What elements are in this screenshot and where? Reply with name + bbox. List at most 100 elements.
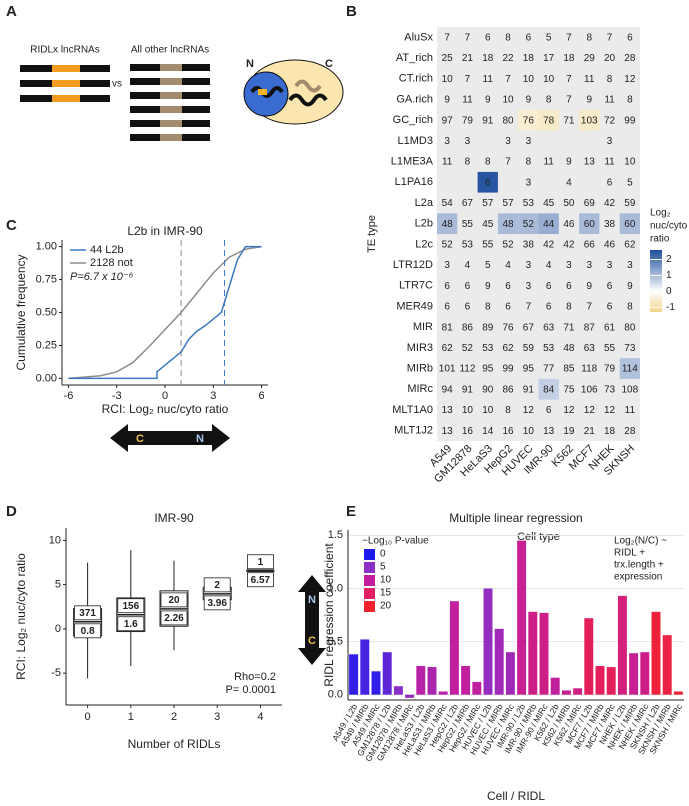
bar bbox=[640, 652, 650, 695]
bar bbox=[595, 666, 605, 695]
double-arrow bbox=[110, 424, 230, 452]
legend-label: 15 bbox=[380, 588, 392, 599]
bar bbox=[561, 690, 571, 695]
cell-count: 7 bbox=[566, 95, 572, 106]
cell-count: 3 bbox=[526, 260, 532, 271]
heatmap-cell bbox=[579, 109, 600, 131]
cell-count: 6 bbox=[627, 32, 633, 43]
cell-count: 8 bbox=[465, 157, 471, 168]
label-box bbox=[246, 554, 274, 570]
cell-count: 73 bbox=[604, 384, 616, 395]
cell-count: 45 bbox=[543, 198, 555, 209]
heatmap-cell bbox=[619, 358, 640, 379]
legend-label: 2128 not bbox=[90, 257, 133, 269]
cell-count: 7 bbox=[566, 74, 572, 85]
x-tick-label: 4 bbox=[257, 711, 263, 723]
cell-count: 48 bbox=[502, 219, 514, 230]
row-label: GA.rich bbox=[396, 93, 433, 105]
cell-count: 8 bbox=[607, 74, 613, 85]
cell-count: 95 bbox=[523, 364, 535, 375]
cell-count: 81 bbox=[442, 322, 454, 333]
heatmap-cell bbox=[437, 213, 458, 234]
box-label: 6.57 bbox=[251, 575, 271, 586]
x-tick-label: 3 bbox=[214, 711, 220, 723]
cell-count: 28 bbox=[624, 426, 636, 437]
x-tick-label: 3 bbox=[210, 390, 216, 402]
cell-count: 53 bbox=[543, 343, 555, 354]
cell-count: 78 bbox=[543, 115, 555, 126]
cell-count: 5 bbox=[485, 260, 491, 271]
cell-count: 13 bbox=[543, 426, 555, 437]
legend-swatch bbox=[364, 601, 375, 612]
cell-count: 8 bbox=[526, 157, 532, 168]
colorbar-label: 0 bbox=[666, 286, 672, 297]
ridl bbox=[258, 89, 267, 95]
cell-count: 66 bbox=[584, 239, 596, 250]
cell-count: 9 bbox=[566, 157, 572, 168]
legend-swatch bbox=[364, 562, 375, 573]
legend-title: Log₂ bbox=[650, 208, 671, 219]
cell-count: 18 bbox=[523, 53, 535, 64]
cell-count: 19 bbox=[563, 426, 575, 437]
cell-count: 87 bbox=[584, 322, 596, 333]
heatmap-cell bbox=[538, 378, 559, 400]
cell-count: 54 bbox=[442, 198, 454, 209]
legend-label: 5 bbox=[380, 562, 386, 573]
label-box bbox=[160, 592, 188, 608]
cell-count: 53 bbox=[523, 198, 535, 209]
cell-count: 7 bbox=[607, 32, 613, 43]
row-label: L1MD3 bbox=[398, 135, 433, 147]
nucleus-label: N bbox=[246, 58, 254, 70]
cell-count: 6 bbox=[566, 281, 572, 292]
row-label: LTR7C bbox=[399, 280, 433, 292]
y-tick-label: 10 bbox=[49, 534, 61, 546]
cell-count: 71 bbox=[563, 115, 575, 126]
bar bbox=[539, 612, 549, 695]
cell-count: 12 bbox=[523, 405, 535, 416]
cell-count: 10 bbox=[523, 426, 535, 437]
cell-count: 55 bbox=[482, 239, 494, 250]
y-tick-label: 0.5 bbox=[328, 635, 343, 647]
cell-count: 4 bbox=[505, 260, 511, 271]
cell-count: 9 bbox=[444, 95, 450, 106]
bar bbox=[494, 628, 504, 695]
rna bbox=[294, 79, 322, 93]
cell-count: 3 bbox=[444, 136, 450, 147]
panel-a-diagram: RIDLx lncRNAs vs All other lncRNAs N C bbox=[20, 45, 344, 141]
bar bbox=[427, 667, 437, 695]
row-label: MIR bbox=[413, 321, 433, 333]
cell-count: 12 bbox=[563, 405, 575, 416]
bar bbox=[349, 654, 359, 695]
cell-count: 71 bbox=[563, 322, 575, 333]
cell-count: 91 bbox=[523, 384, 535, 395]
cell-count: 25 bbox=[442, 53, 454, 64]
cell-count: 6 bbox=[444, 302, 450, 313]
arrow-label: N bbox=[196, 433, 204, 445]
cell-count: 118 bbox=[581, 364, 597, 375]
panel-letter: D bbox=[6, 503, 17, 520]
bar bbox=[438, 691, 448, 695]
label-box bbox=[160, 610, 188, 626]
cell-count: 8 bbox=[546, 95, 552, 106]
cell-count: 86 bbox=[502, 384, 514, 395]
cell-count: 29 bbox=[584, 53, 596, 64]
bar bbox=[382, 652, 392, 695]
cell-count: 112 bbox=[459, 364, 475, 375]
cell-count: 6 bbox=[607, 302, 613, 313]
arrow-d: N C bbox=[298, 575, 326, 665]
bar bbox=[405, 694, 415, 698]
cell-count: 11 bbox=[462, 95, 473, 106]
cell-count: 13 bbox=[584, 157, 596, 168]
cell-count: 42 bbox=[543, 239, 555, 250]
cell-count: 18 bbox=[563, 53, 575, 64]
x-tick-label: 0 bbox=[162, 390, 168, 402]
cell-count: 77 bbox=[543, 364, 555, 375]
cell-count: 6 bbox=[465, 302, 471, 313]
cell-count: 3 bbox=[526, 281, 532, 292]
bar bbox=[550, 677, 560, 695]
cell-count: 6 bbox=[526, 32, 532, 43]
cell-count: 8 bbox=[627, 95, 633, 106]
heatmap-cell bbox=[538, 213, 559, 234]
cell-count: 46 bbox=[604, 239, 616, 250]
